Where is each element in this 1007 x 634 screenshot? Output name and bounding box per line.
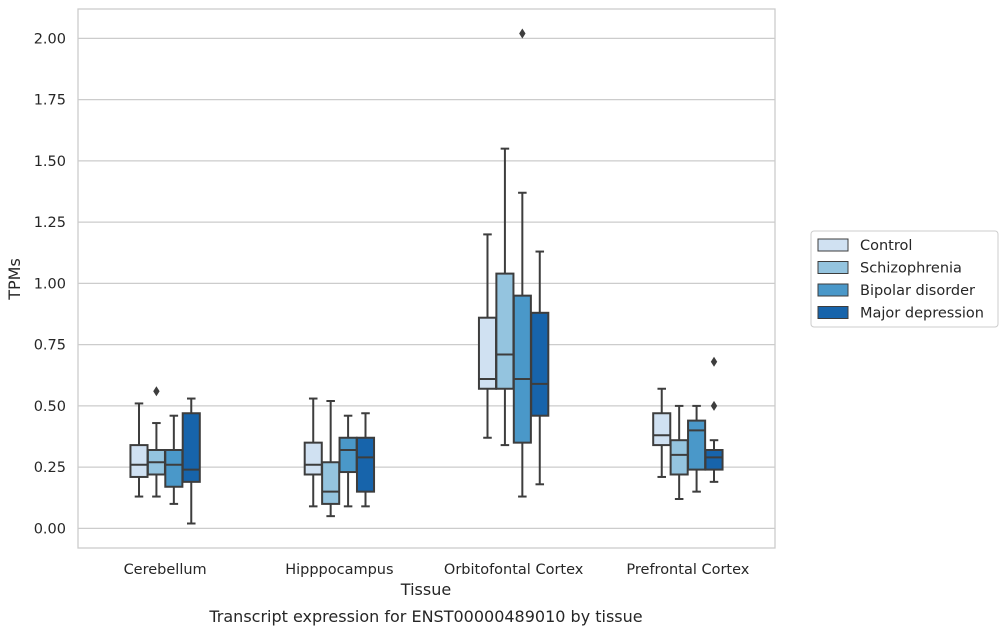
legend-swatch	[817, 261, 849, 274]
y-tick-label: 0.25	[34, 460, 66, 476]
legend-swatch	[817, 238, 849, 252]
box-1-0	[146, 386, 166, 498]
y-tick-label: 0.00	[34, 521, 66, 537]
legend-label: Control	[860, 238, 912, 254]
box-2-3	[687, 404, 707, 493]
y-tick-label: 1.50	[34, 154, 66, 170]
outlier-point	[519, 28, 526, 39]
box-3-2	[530, 250, 550, 486]
box-1-3	[669, 404, 689, 500]
box-body	[669, 439, 689, 476]
box-body	[652, 412, 672, 447]
box-0-2	[477, 233, 498, 439]
plot-frame	[77, 8, 776, 549]
box-body	[530, 311, 550, 417]
box-body	[495, 272, 515, 390]
box-body	[338, 436, 358, 474]
y-tick-label: 1.25	[34, 215, 66, 231]
y-tick-label: 2.00	[34, 31, 66, 47]
legend-label: Schizophrenia	[860, 261, 962, 277]
legend-frame	[810, 230, 999, 328]
box-body	[321, 461, 341, 505]
box-3-0	[181, 397, 201, 525]
y-tick-label: 1.75	[34, 93, 66, 109]
legend-label: Major depression	[860, 306, 984, 322]
box-2-2	[512, 28, 532, 498]
legend: Control Schizophrenia Bipolar disorder Majo…	[810, 230, 999, 328]
box-1-1	[321, 400, 341, 518]
x-tick-label: Prefrontal Cortex	[626, 562, 749, 578]
box-2-1	[338, 414, 358, 508]
y-tick-labels: 0.00 0.25 0.50 0.75 1.00 1.25 1.50 1.75 2.00	[34, 31, 66, 537]
y-tick-label: 0.75	[34, 338, 66, 354]
x-tick-label: Cerebellum	[124, 562, 207, 578]
y-axis-title: TPMs	[5, 258, 24, 301]
legend-swatch	[817, 306, 849, 319]
outlier-point	[153, 386, 160, 397]
outlier-point	[710, 356, 718, 367]
box-body	[129, 444, 149, 478]
box-body	[687, 419, 707, 471]
outlier-point	[710, 400, 718, 411]
legend-label: Bipolar disorder	[860, 283, 975, 299]
box-0-0	[129, 402, 149, 498]
y-tick-label: 0.50	[34, 399, 66, 415]
box-0-1	[303, 397, 323, 508]
x-tick-labels: Cerebellum Hipppocampus Orbitofontal Corte…	[124, 562, 750, 578]
x-axis-title: Tissue	[400, 580, 451, 599]
box-layer	[129, 28, 724, 525]
box-body	[303, 441, 323, 476]
box-body	[181, 412, 201, 483]
y-tick-label: 1.00	[34, 276, 66, 292]
x-tick-label: Orbitofontal Cortex	[444, 562, 584, 578]
box-body	[355, 436, 376, 493]
box-body	[164, 449, 184, 488]
legend-swatch	[817, 283, 849, 297]
x-tick-label: Hipppocampus	[285, 562, 393, 578]
box-3-3	[704, 356, 724, 483]
box-1-2	[495, 147, 515, 447]
chart-caption: Transcript expression for ENST0000048901…	[208, 607, 642, 626]
box-2-0	[164, 414, 184, 505]
box-body	[512, 294, 532, 444]
box-0-3	[652, 387, 672, 478]
box-body	[704, 449, 724, 471]
box-3-1	[355, 412, 376, 508]
